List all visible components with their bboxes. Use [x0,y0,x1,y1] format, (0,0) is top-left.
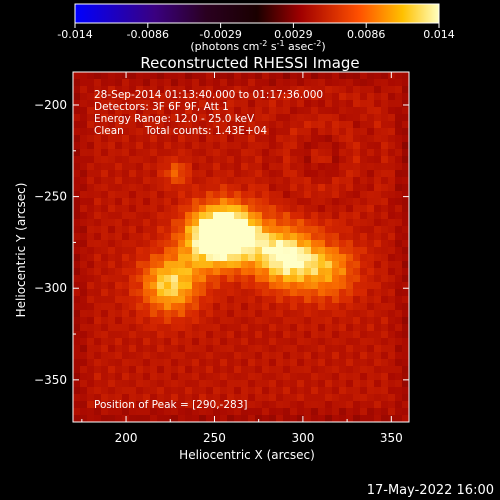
colorbar-label: (photons cm-2 s-1 asec-2) [190,39,325,53]
colorbar [74,3,440,24]
colorbar-tick-label: -0.0086 [127,28,169,41]
y-tick-label: −200 [34,98,67,112]
footer-date: 17-May-2022 16:00 [367,483,494,498]
annotation-counts: Total counts: 1.43E+04 [144,125,267,137]
colorbar-tick-label: 0.0086 [347,28,386,41]
x-tick-label: 350 [380,431,403,445]
annotation-peak: Position of Peak = [290,-283] [94,399,248,411]
heatmap-image [73,72,409,422]
x-tick-label: 250 [203,431,226,445]
annotation-energy: Energy Range: 12.0 - 25.0 keV [94,113,255,125]
x-axis-label: Heliocentric X (arcsec) [179,448,315,462]
plot-frame [72,71,410,423]
y-tick-label: −350 [34,373,67,387]
colorbar-tick-label: 0.0029 [274,28,313,41]
chart-title: Reconstructed RHESSI Image [140,54,359,72]
colorbar-tick-label: 0.014 [423,28,455,41]
colorbar-tick-label: -0.0029 [199,28,241,41]
colorbar-tick-label: -0.014 [57,28,92,41]
y-tick-label: −250 [34,190,67,204]
y-tick-label: −300 [34,281,67,295]
annotation-detectors: Detectors: 3F 6F 9F, Att 1 [94,101,229,113]
x-tick-label: 200 [115,431,138,445]
annotation-method: Clean [94,125,124,137]
colorbar-ticks: -0.014 -0.0086 -0.0029 0.0029 0.0086 0.014 [57,23,455,41]
y-axis-label: Heliocentric Y (arcsec) [14,183,28,318]
x-tick-label: 300 [291,431,314,445]
y-axis-ticks: −200 −250 −300 −350 [34,98,409,387]
annotation-time: 28-Sep-2014 01:13:40.000 to 01:17:36.000 [94,89,323,101]
x-axis-ticks: 200 250 300 350 [81,72,403,445]
